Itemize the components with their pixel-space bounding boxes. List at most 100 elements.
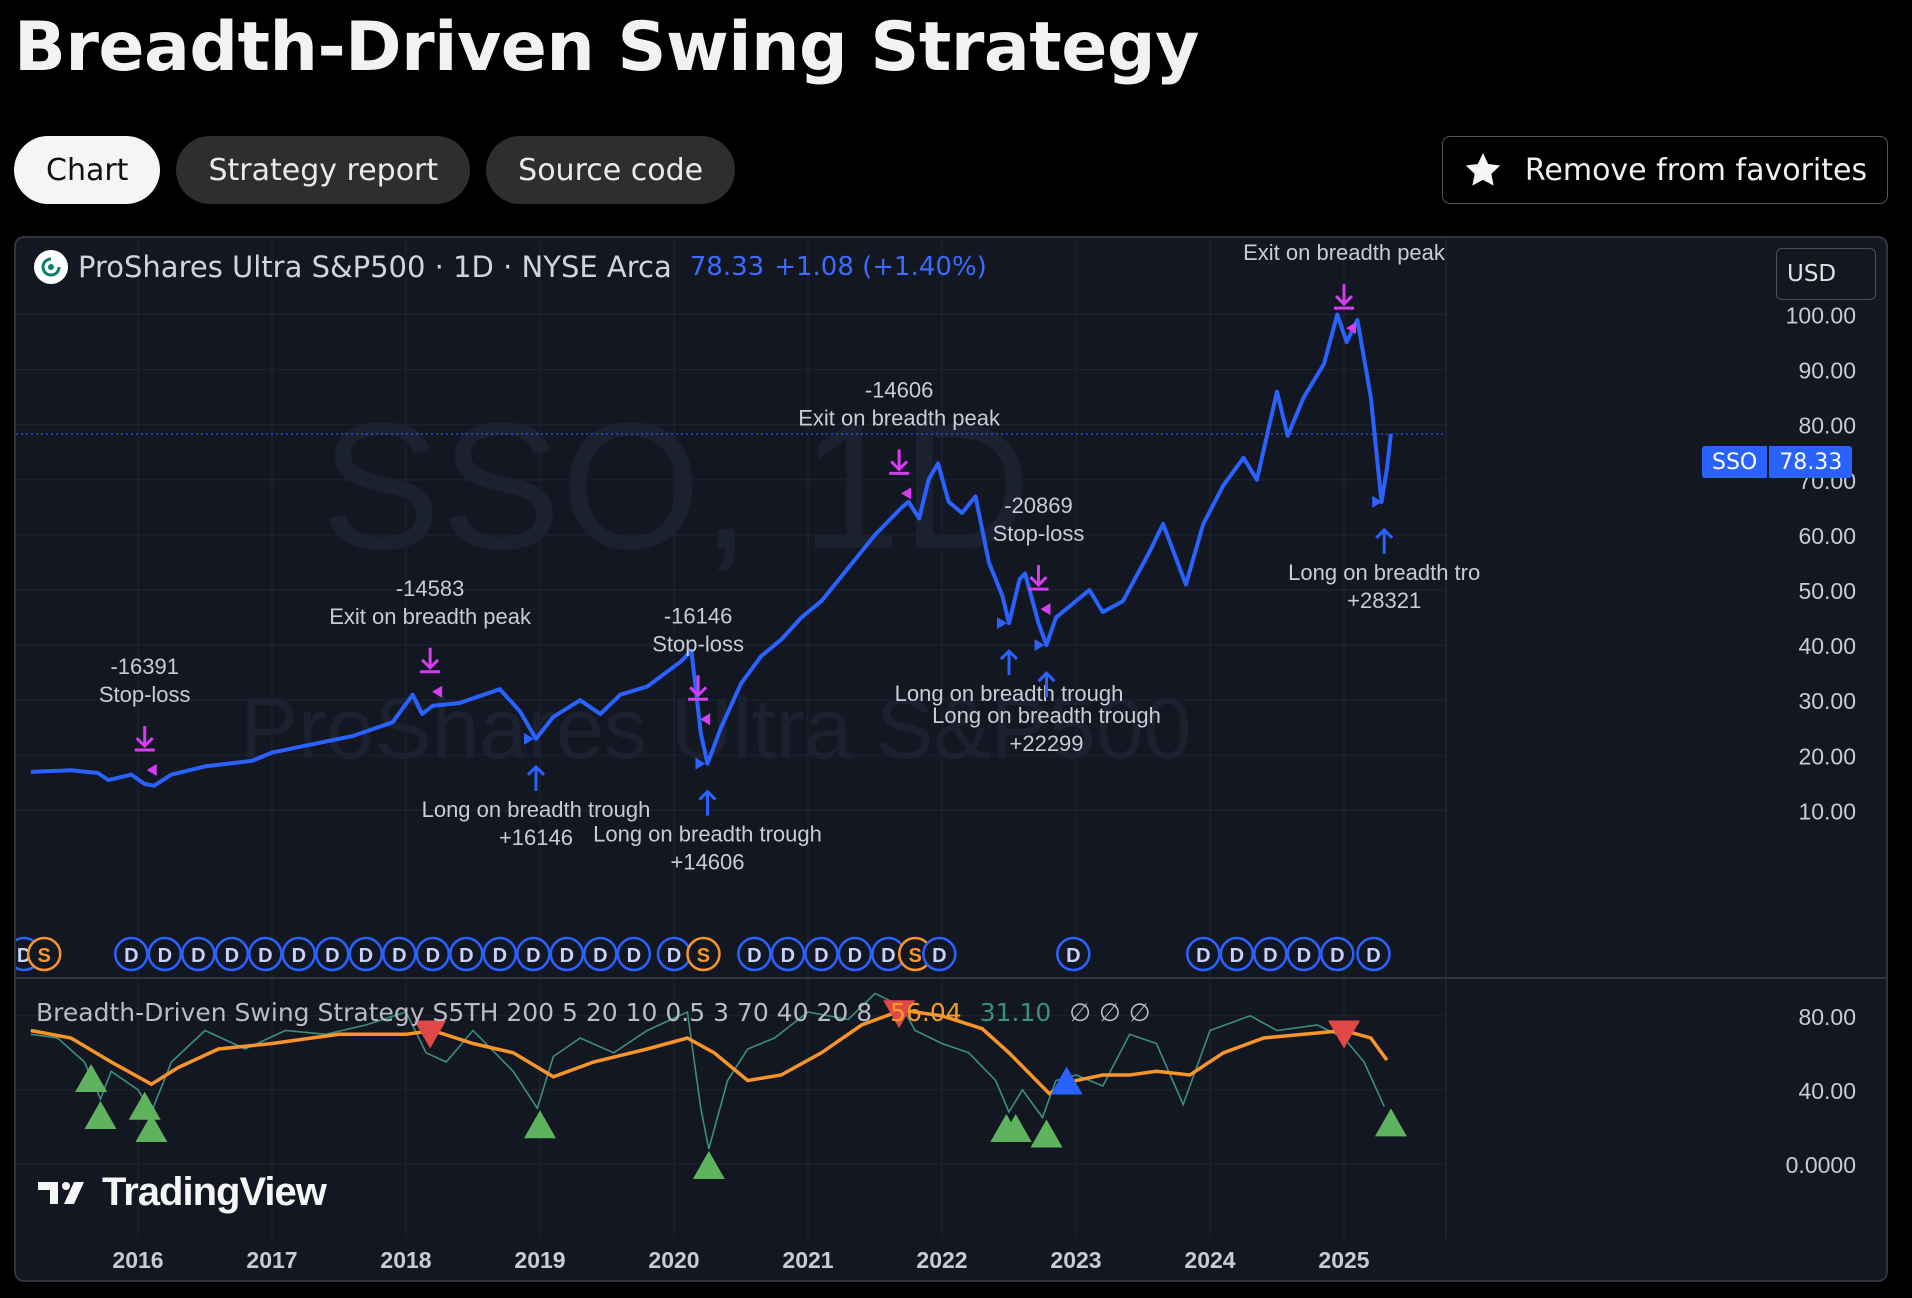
exit-arrow-icon (889, 449, 910, 475)
event-badge-letter: D (426, 945, 440, 967)
dividend-event-badge[interactable]: D (656, 936, 692, 972)
price-axis-label: 20.00 (1798, 743, 1856, 769)
chart-canvas[interactable]: SSO, 1D ProShares Ultra S&P500 -16391 Sto… (16, 238, 1888, 1282)
price-axis-label: 10.00 (1798, 798, 1856, 824)
dividend-event-badge[interactable]: D (348, 936, 384, 972)
event-badge-letter: D (526, 945, 540, 967)
price-tag-value: 78.33 (1769, 446, 1853, 478)
indicator-header[interactable]: Breadth-Driven Swing Strategy S5TH 200 5… (36, 998, 1151, 1027)
entry-marker (1034, 639, 1045, 652)
dividend-event-badge[interactable]: D (281, 936, 317, 972)
dividend-event-badge[interactable]: D (248, 936, 283, 972)
event-badge-letter: D (493, 945, 507, 967)
dividend-event-badge[interactable]: D (837, 936, 873, 972)
event-badge-ring (516, 936, 551, 972)
event-badge-ring (1056, 936, 1091, 972)
price-axis-label: 100.00 (1786, 303, 1856, 329)
entry-arrow-icon (1037, 671, 1056, 698)
dividend-event-badge[interactable]: D (214, 936, 250, 972)
event-badge-ring (181, 936, 216, 972)
entry-marker (1372, 495, 1383, 508)
indicator-sma-value: 56.04 (890, 998, 962, 1027)
buy-signal-marker (128, 1091, 161, 1120)
event-badge-ring (686, 936, 721, 972)
dividend-event-badge[interactable]: D (1286, 936, 1322, 972)
trade-reason-label: Stop-loss (99, 682, 191, 707)
last-price-tag: SSO 78.33 (1702, 446, 1853, 478)
dividend-event-badge[interactable]: D (114, 936, 149, 972)
dividend-event-badge[interactable]: D (147, 936, 183, 972)
event-badge-ring (315, 936, 350, 972)
event-badge-letter: D (191, 945, 205, 967)
event-badge-ring (549, 936, 585, 972)
trade-pnl-label: -14583 (396, 576, 465, 601)
dividend-event-badge[interactable]: D (449, 936, 484, 972)
event-badge-ring (415, 936, 451, 972)
favorites-label: Remove from favorites (1524, 152, 1868, 188)
time-axis-label: 2020 (648, 1247, 699, 1273)
event-badge-letter: D (1330, 945, 1344, 967)
symbol-header: ProShares Ultra S&P500 · 1D · NYSE Arca … (34, 250, 987, 284)
dividend-event-badge[interactable]: D (583, 936, 618, 972)
event-badge-ring (616, 936, 652, 972)
page-title: Breadth-Driven Swing Strategy (14, 8, 1199, 87)
dividend-event-badge[interactable]: D (1056, 936, 1091, 972)
trade-pnl-label: +22299 (1010, 731, 1084, 756)
dividend-event-badge[interactable]: D (922, 936, 957, 972)
dividend-event-badge[interactable]: D (181, 936, 216, 972)
currency-selector[interactable]: USD (1776, 248, 1876, 300)
dividend-event-badge[interactable]: D (1219, 936, 1255, 972)
exit-arrow-icon (420, 647, 441, 674)
dividend-event-badge[interactable]: D (315, 936, 350, 972)
remove-from-favorites-button[interactable]: Remove from favorites (1442, 136, 1888, 204)
watermark-name: ProShares Ultra S&P500 (240, 681, 1191, 777)
tab-bar: Chart Strategy report Source code (14, 136, 736, 204)
event-badge-letter: D (392, 945, 406, 967)
indicator-name: Breadth-Driven Swing Strategy S5TH 200 5… (36, 998, 873, 1027)
symbol-logo-icon (34, 250, 68, 284)
dividend-event-badge[interactable]: D (871, 936, 906, 972)
trade-pnl-label: -14606 (865, 377, 934, 402)
tab-source-code[interactable]: Source code (486, 136, 736, 204)
event-badge-ring (482, 936, 518, 972)
trade-reason-label: Stop-loss (993, 521, 1085, 546)
entry-arrow-icon (999, 648, 1019, 676)
dividend-event-badge[interactable]: D (382, 936, 417, 972)
sma-series-line (30, 1008, 1389, 1096)
trade-reason-label: Long on breadth trough (932, 703, 1161, 728)
event-badge-ring (114, 936, 149, 972)
indicator-axis-label: 0.0000 (1786, 1152, 1856, 1178)
dividend-event-badge[interactable]: D (415, 936, 451, 972)
dividend-event-badge[interactable]: D (616, 936, 652, 972)
split-event-badge[interactable]: S (26, 936, 62, 972)
trade-pnl-label: -20869 (1004, 493, 1073, 518)
dividend-event-badge[interactable]: D (1186, 936, 1221, 972)
event-badge-ring (348, 936, 384, 972)
dividend-event-badge[interactable]: D (804, 936, 839, 972)
event-badge-ring (1286, 936, 1322, 972)
event-badge-ring (214, 936, 250, 972)
dividend-event-badge[interactable]: D (770, 936, 806, 972)
dividend-event-badge[interactable]: D (1356, 936, 1391, 972)
dividend-event-badge[interactable]: D (1253, 936, 1288, 972)
trade-pnl-label: +28321 (1347, 588, 1421, 613)
tab-strategy-report[interactable]: Strategy report (176, 136, 471, 204)
event-badge-letter: D (1366, 945, 1380, 967)
tradingview-logo[interactable]: TradingView (38, 1170, 327, 1215)
tab-chart[interactable]: Chart (14, 136, 161, 204)
chart-panel[interactable]: SSO, 1D ProShares Ultra S&P500 -16391 Sto… (14, 236, 1888, 1282)
event-badge-letter: D (459, 945, 473, 967)
dividend-event-badge[interactable]: D (516, 936, 551, 972)
price-axis-label: 90.00 (1798, 358, 1856, 384)
trade-pnl-label: -16146 (664, 603, 733, 628)
dividend-event-badge[interactable]: D (549, 936, 585, 972)
star-icon (1465, 153, 1501, 186)
event-badge-letter: D (932, 945, 946, 967)
dividend-event-badge[interactable]: D (737, 936, 772, 972)
watermark-ticker: SSO, 1D (321, 386, 1031, 587)
dividend-event-badge[interactable]: D (482, 936, 518, 972)
split-event-badge[interactable]: S (686, 936, 721, 972)
dividend-event-badge[interactable]: D (1320, 936, 1355, 972)
exit-arrow-icon (688, 675, 709, 701)
event-badge-ring (804, 936, 839, 972)
